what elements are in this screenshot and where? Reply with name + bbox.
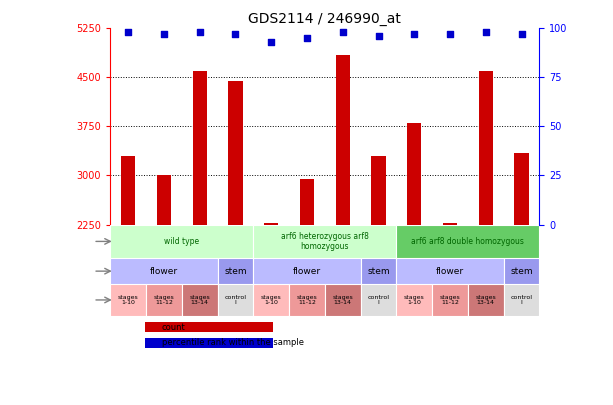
Point	[338, 29, 348, 36]
Bar	[157, 175, 171, 224]
Text: stages
1-10: stages 1-10	[261, 294, 281, 305]
FancyBboxPatch shape	[253, 284, 289, 316]
FancyBboxPatch shape	[110, 284, 146, 316]
Bar	[514, 153, 528, 224]
Point	[266, 39, 276, 45]
FancyBboxPatch shape	[397, 224, 539, 258]
FancyBboxPatch shape	[468, 284, 504, 316]
Point	[409, 31, 419, 38]
Point	[481, 29, 490, 36]
FancyBboxPatch shape	[218, 284, 253, 316]
FancyBboxPatch shape	[110, 258, 218, 284]
Bar	[407, 123, 421, 224]
Text: stem: stem	[224, 266, 247, 276]
Text: stages
13-14: stages 13-14	[476, 294, 496, 305]
Bar	[145, 338, 273, 348]
FancyBboxPatch shape	[325, 284, 360, 316]
Point	[302, 35, 312, 41]
Bar	[300, 179, 314, 224]
Text: stages
13-14: stages 13-14	[332, 294, 353, 305]
Point	[445, 31, 455, 38]
FancyBboxPatch shape	[146, 284, 182, 316]
FancyBboxPatch shape	[289, 284, 325, 316]
Text: percentile rank within the sample: percentile rank within the sample	[162, 339, 304, 347]
Point	[517, 31, 527, 38]
Point	[373, 33, 384, 39]
Point	[123, 29, 133, 36]
Text: control
l: control l	[368, 294, 389, 305]
FancyBboxPatch shape	[360, 258, 397, 284]
Text: stages
11-12: stages 11-12	[297, 294, 318, 305]
Text: stages
11-12: stages 11-12	[154, 294, 174, 305]
Text: flower: flower	[150, 266, 178, 276]
Bar	[145, 322, 273, 332]
Text: control
l: control l	[511, 294, 533, 305]
Text: arf6 arf8 double homozygous: arf6 arf8 double homozygous	[411, 237, 524, 246]
FancyBboxPatch shape	[397, 284, 432, 316]
FancyBboxPatch shape	[397, 258, 504, 284]
Point	[195, 29, 205, 36]
Bar	[479, 71, 493, 224]
Bar	[264, 223, 278, 224]
FancyBboxPatch shape	[432, 284, 468, 316]
FancyBboxPatch shape	[253, 258, 360, 284]
Text: stages
13-14: stages 13-14	[189, 294, 210, 305]
Bar	[228, 81, 243, 224]
FancyBboxPatch shape	[360, 284, 397, 316]
Bar	[192, 71, 207, 224]
FancyBboxPatch shape	[110, 224, 253, 258]
Text: stem: stem	[510, 266, 533, 276]
Bar	[336, 55, 350, 224]
Text: stages
11-12: stages 11-12	[440, 294, 460, 305]
Bar	[371, 156, 386, 224]
Bar	[443, 223, 457, 224]
Bar	[121, 156, 135, 224]
Text: stages
1-10: stages 1-10	[404, 294, 425, 305]
FancyBboxPatch shape	[218, 258, 253, 284]
Text: stages
1-10: stages 1-10	[118, 294, 139, 305]
FancyBboxPatch shape	[504, 284, 539, 316]
Text: flower: flower	[293, 266, 321, 276]
Text: arf6 heterozygous arf8
homozygous: arf6 heterozygous arf8 homozygous	[281, 232, 369, 251]
FancyBboxPatch shape	[504, 258, 539, 284]
Point	[159, 31, 169, 38]
Text: control
l: control l	[224, 294, 246, 305]
FancyBboxPatch shape	[182, 284, 218, 316]
Text: count: count	[162, 322, 186, 332]
FancyBboxPatch shape	[253, 224, 397, 258]
Point	[230, 31, 240, 38]
Text: flower: flower	[436, 266, 464, 276]
Title: GDS2114 / 246990_at: GDS2114 / 246990_at	[248, 12, 402, 26]
Text: stem: stem	[367, 266, 390, 276]
Text: wild type: wild type	[164, 237, 199, 246]
